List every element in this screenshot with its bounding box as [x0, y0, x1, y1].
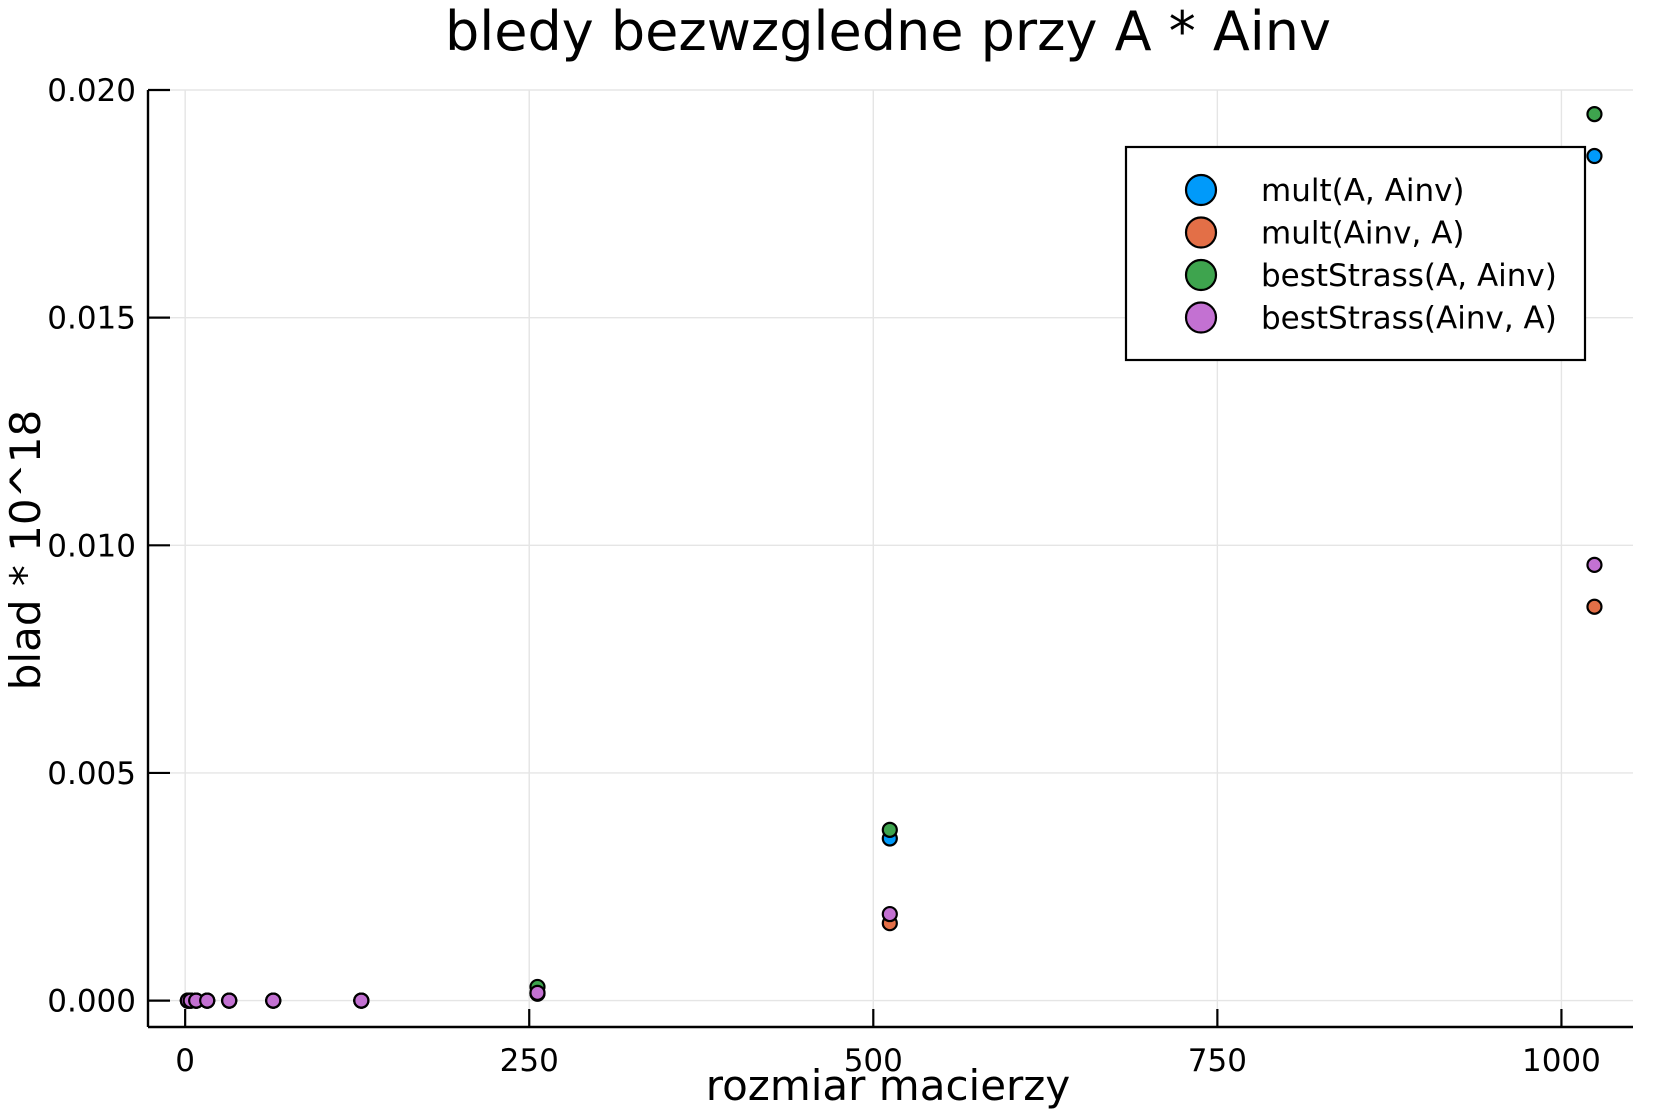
- chart-title: bledy bezwzgledne przy A * Ainv: [445, 0, 1331, 63]
- grid-lines: [148, 89, 1633, 1027]
- legend-marker: [1184, 258, 1218, 292]
- data-point: [1586, 556, 1603, 573]
- data-point: [1586, 106, 1603, 123]
- data-points: [179, 106, 1603, 1009]
- y-tick-label: 0.020: [47, 73, 136, 109]
- data-point: [881, 821, 898, 838]
- data-point: [265, 992, 282, 1009]
- legend-label: mult(A, Ainv): [1261, 173, 1465, 209]
- data-point: [199, 992, 216, 1009]
- x-tick-label: 0: [175, 1043, 195, 1079]
- x-tick-label: 500: [844, 1043, 903, 1079]
- y-tick-label: 0.000: [47, 984, 136, 1020]
- legend-label: bestStrass(Ainv, A): [1261, 301, 1557, 337]
- data-point: [881, 905, 898, 923]
- data-point: [1586, 598, 1603, 615]
- legend: mult(A, Ainv) mult(Ainv, A) bestStrass(A, …: [1124, 145, 1587, 362]
- legend-label: mult(Ainv, A): [1261, 216, 1465, 252]
- legend-marker: [1184, 173, 1218, 207]
- y-tick-label: 0.010: [47, 528, 136, 564]
- legend-marker: [1184, 301, 1218, 334]
- x-tick-label: 1000: [1522, 1043, 1601, 1079]
- legend-label: bestStrass(A, Ainv): [1261, 258, 1557, 294]
- x-tick-label: 750: [1188, 1043, 1247, 1079]
- data-point: [1586, 147, 1603, 165]
- data-point: [353, 992, 370, 1009]
- x-axis-label: rozmiar macierzy: [706, 1061, 1070, 1110]
- legend-marker: [1184, 216, 1218, 249]
- data-point: [529, 984, 546, 1001]
- x-tick-label: 250: [500, 1043, 559, 1079]
- y-axis-label: blad * 10^18: [1, 410, 50, 691]
- axes: 0 250 500 750 1000 0.000 0.005 0.010 0.015 0.020: [47, 73, 1633, 1079]
- data-point: [221, 992, 238, 1009]
- y-tick-label: 0.015: [47, 301, 136, 337]
- y-tick-label: 0.005: [47, 756, 136, 792]
